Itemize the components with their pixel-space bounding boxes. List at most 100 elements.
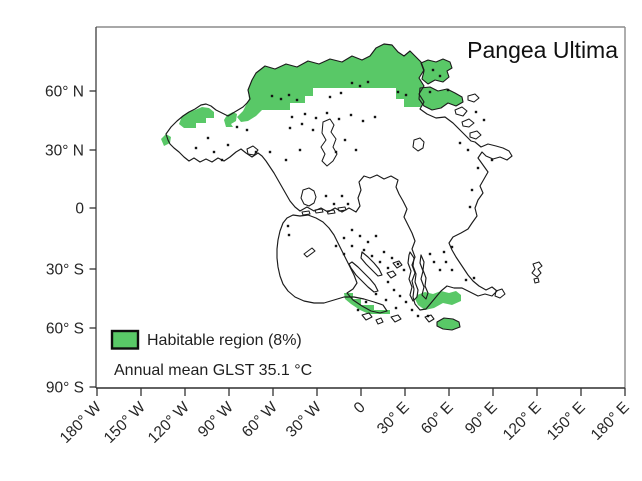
y-tick-label: 90° S bbox=[46, 380, 84, 397]
island-dot bbox=[343, 138, 347, 142]
lake bbox=[320, 118, 338, 167]
x-tick-label: 60° W bbox=[239, 399, 281, 441]
island-dot bbox=[287, 93, 291, 97]
island-dot bbox=[402, 268, 406, 272]
island-dot bbox=[358, 234, 362, 238]
coastline bbox=[348, 261, 379, 293]
legend-label: Habitable region (8%) bbox=[147, 332, 302, 349]
x-tick-label: 150° W bbox=[101, 399, 149, 447]
island-dot bbox=[254, 150, 258, 154]
island-dot bbox=[466, 148, 470, 152]
island-dot bbox=[396, 90, 400, 94]
islet bbox=[326, 209, 336, 215]
island-dot bbox=[428, 252, 432, 256]
x-tick-label: 30° E bbox=[374, 399, 413, 438]
islet bbox=[494, 288, 506, 299]
coastline-outlines bbox=[165, 43, 513, 314]
island-dot bbox=[268, 150, 272, 154]
islet bbox=[467, 93, 480, 103]
island-dot bbox=[468, 205, 472, 209]
island-dot bbox=[394, 306, 398, 310]
island-dot bbox=[290, 115, 294, 119]
island-dot bbox=[235, 125, 239, 129]
coastline bbox=[276, 214, 388, 314]
x-tick-label: 90° W bbox=[195, 399, 237, 441]
islet bbox=[361, 312, 373, 321]
island-dot bbox=[458, 141, 462, 145]
x-tick-label: 180° W bbox=[57, 399, 105, 447]
y-tick-label: 30° S bbox=[46, 262, 84, 279]
island-dot bbox=[339, 91, 343, 95]
island-dot bbox=[303, 112, 307, 116]
island-dot bbox=[490, 158, 494, 162]
coastline bbox=[419, 254, 429, 300]
island-dot bbox=[404, 93, 408, 97]
y-tick-label: 0 bbox=[75, 201, 84, 218]
coastline bbox=[360, 251, 383, 277]
small-island-dots bbox=[194, 68, 494, 318]
island-dot bbox=[438, 74, 442, 78]
island-dot bbox=[438, 268, 442, 272]
islet bbox=[390, 314, 402, 323]
islet bbox=[375, 317, 384, 325]
island-dot bbox=[337, 117, 341, 121]
island-dot bbox=[432, 260, 436, 264]
islet bbox=[531, 261, 543, 278]
island-dot bbox=[334, 244, 338, 248]
island-dot bbox=[220, 158, 224, 162]
map-title: Pangea Ultima bbox=[467, 37, 618, 63]
island-dot bbox=[366, 80, 370, 84]
island-dot bbox=[410, 308, 414, 312]
y-tick-label: 30° N bbox=[45, 143, 84, 160]
island-dot bbox=[362, 248, 366, 252]
island-dot bbox=[206, 136, 210, 140]
island-dot bbox=[373, 115, 377, 119]
island-dot bbox=[279, 97, 283, 101]
island-dot bbox=[382, 250, 386, 254]
y-tick-label: 60° N bbox=[45, 84, 84, 101]
habitable-patch bbox=[237, 44, 424, 122]
islet bbox=[386, 270, 397, 279]
islet bbox=[469, 130, 482, 140]
legend: Habitable region (8%) Annual mean GLST 3… bbox=[110, 329, 312, 379]
island-dot bbox=[288, 126, 292, 130]
island-dot bbox=[300, 122, 304, 126]
x-tick-label: 30° W bbox=[283, 399, 325, 441]
islet-outlines bbox=[246, 93, 543, 325]
island-dot bbox=[349, 113, 353, 117]
island-dot bbox=[346, 202, 350, 206]
island-dot bbox=[298, 148, 302, 152]
island-dot bbox=[474, 110, 478, 114]
island-dot bbox=[392, 288, 396, 292]
islet bbox=[301, 210, 311, 216]
islet bbox=[337, 206, 347, 212]
island-dot bbox=[442, 250, 446, 254]
island-dot bbox=[396, 262, 400, 266]
island-dot bbox=[194, 146, 198, 150]
island-dot bbox=[334, 150, 338, 154]
island-dot bbox=[472, 276, 476, 280]
island-dot bbox=[470, 188, 474, 192]
x-tick-label: 120° W bbox=[145, 399, 193, 447]
island-dot bbox=[404, 300, 408, 304]
x-tick-label: 150° E bbox=[544, 399, 589, 444]
island-dot bbox=[212, 150, 216, 154]
island-dot bbox=[450, 268, 454, 272]
island-dot bbox=[476, 166, 480, 170]
island-dot bbox=[226, 143, 230, 147]
habitable-patch bbox=[179, 107, 214, 128]
y-tick-label: 60° S bbox=[46, 321, 84, 338]
habitable-island bbox=[420, 58, 453, 85]
island-dot bbox=[378, 260, 382, 264]
island-dot bbox=[328, 95, 332, 99]
island-dot bbox=[431, 68, 435, 72]
island-dot bbox=[356, 308, 360, 312]
islet bbox=[533, 277, 540, 284]
island-dot bbox=[354, 148, 358, 152]
island-dot bbox=[350, 228, 354, 232]
x-tick-label: 0 bbox=[351, 399, 369, 417]
island-dot bbox=[366, 240, 370, 244]
